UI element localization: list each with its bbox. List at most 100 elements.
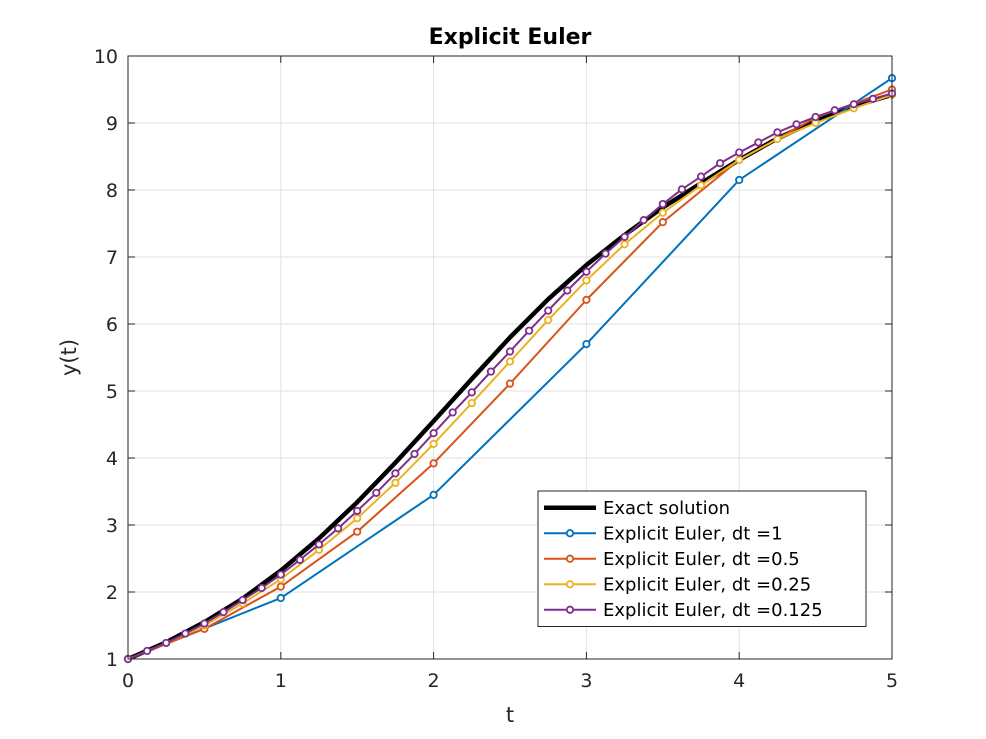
x-tick-label: 2 xyxy=(428,670,440,692)
y-tick-label: 3 xyxy=(106,515,118,537)
data-point xyxy=(333,524,343,533)
series-layer xyxy=(123,74,897,664)
data-point xyxy=(792,120,801,129)
data-point xyxy=(505,379,515,388)
y-tick-label: 4 xyxy=(106,448,118,470)
data-point xyxy=(696,181,706,190)
data-point xyxy=(353,506,362,516)
data-point xyxy=(735,148,744,157)
y-tick-label: 6 xyxy=(106,314,118,336)
data-point xyxy=(582,339,591,349)
y-tick-label: 7 xyxy=(106,247,118,269)
data-point xyxy=(353,527,362,536)
legend-item: Explicit Euler, dt =1 xyxy=(544,523,783,544)
data-point xyxy=(735,175,744,185)
data-point xyxy=(582,276,591,285)
data-point xyxy=(276,593,285,603)
data-point xyxy=(696,172,706,181)
data-point xyxy=(429,429,438,438)
data-point xyxy=(372,488,381,497)
data-point xyxy=(715,159,725,168)
chart-title: Explicit Euler xyxy=(429,25,592,50)
x-tick-label: 4 xyxy=(733,670,745,692)
data-point xyxy=(353,514,362,523)
data-point xyxy=(295,555,304,564)
legend-marker xyxy=(565,529,575,538)
data-point xyxy=(391,478,400,487)
data-point xyxy=(314,540,324,549)
legend-marker xyxy=(565,580,575,589)
legend-item: Explicit Euler, dt =0.125 xyxy=(544,600,823,621)
data-point xyxy=(410,449,419,459)
y-tick-label: 2 xyxy=(106,582,118,604)
data-point xyxy=(143,646,152,656)
legend-item: Explicit Euler, dt =0.5 xyxy=(544,549,800,570)
legend-label: Exact solution xyxy=(603,498,730,519)
x-axis-label: t xyxy=(506,703,514,727)
data-point xyxy=(429,490,438,499)
y-tick-label: 5 xyxy=(106,381,118,403)
data-point xyxy=(582,295,591,304)
data-point xyxy=(486,367,495,376)
data-point xyxy=(639,216,648,225)
legend-marker xyxy=(565,554,575,563)
y-tick-label: 1 xyxy=(106,649,118,671)
data-point xyxy=(276,570,285,579)
y-axis-label: y(t) xyxy=(57,339,81,376)
data-point xyxy=(677,185,687,194)
plot-frame xyxy=(127,55,893,660)
legend-label: Explicit Euler, dt =0.25 xyxy=(603,574,811,595)
x-tick-label: 1 xyxy=(275,670,287,692)
data-point xyxy=(563,286,572,295)
x-tick-label: 3 xyxy=(580,670,592,692)
x-tick-label: 0 xyxy=(122,670,134,692)
data-point xyxy=(811,112,820,122)
data-point xyxy=(830,106,839,115)
data-point xyxy=(620,240,629,249)
legend-item: Explicit Euler, dt =0.25 xyxy=(544,574,811,595)
data-point xyxy=(658,218,667,227)
data-point xyxy=(257,583,266,593)
data-point xyxy=(219,607,228,617)
data-point xyxy=(620,232,629,241)
data-point xyxy=(200,619,209,628)
data-point xyxy=(735,155,744,164)
data-point xyxy=(505,357,515,366)
data-point xyxy=(467,398,476,408)
data-point xyxy=(658,199,667,209)
legend-label: Explicit Euler, dt =0.125 xyxy=(603,600,823,621)
data-point xyxy=(162,638,171,648)
data-point xyxy=(601,249,610,258)
data-point xyxy=(429,439,438,449)
data-point xyxy=(276,582,285,591)
data-point xyxy=(544,315,553,325)
data-point xyxy=(773,134,782,144)
y-tick-label: 8 xyxy=(106,180,118,202)
y-tick-label: 9 xyxy=(106,113,118,135)
legend-label: Explicit Euler, dt =0.5 xyxy=(603,549,800,570)
data-point xyxy=(754,138,763,147)
data-point xyxy=(582,267,591,276)
data-point xyxy=(524,326,534,335)
series-line-1 xyxy=(127,77,893,660)
data-point xyxy=(773,128,782,137)
data-point xyxy=(849,100,858,109)
data-point xyxy=(658,208,667,217)
series-4 xyxy=(123,89,897,664)
data-point xyxy=(505,347,515,356)
data-point xyxy=(467,388,476,397)
legend-marker xyxy=(565,605,575,614)
data-point xyxy=(238,595,247,605)
data-point xyxy=(448,408,457,417)
legend-label: Explicit Euler, dt =1 xyxy=(603,523,783,544)
data-point xyxy=(868,94,878,103)
data-point xyxy=(181,629,190,638)
legend-item: Exact solution xyxy=(544,498,730,519)
y-tick-label: 10 xyxy=(94,46,118,68)
data-point xyxy=(429,459,438,468)
legend: Exact solution Explicit Euler, dt =1 Expli… xyxy=(537,490,867,627)
data-point xyxy=(391,469,400,478)
x-tick-label: 5 xyxy=(886,670,898,692)
